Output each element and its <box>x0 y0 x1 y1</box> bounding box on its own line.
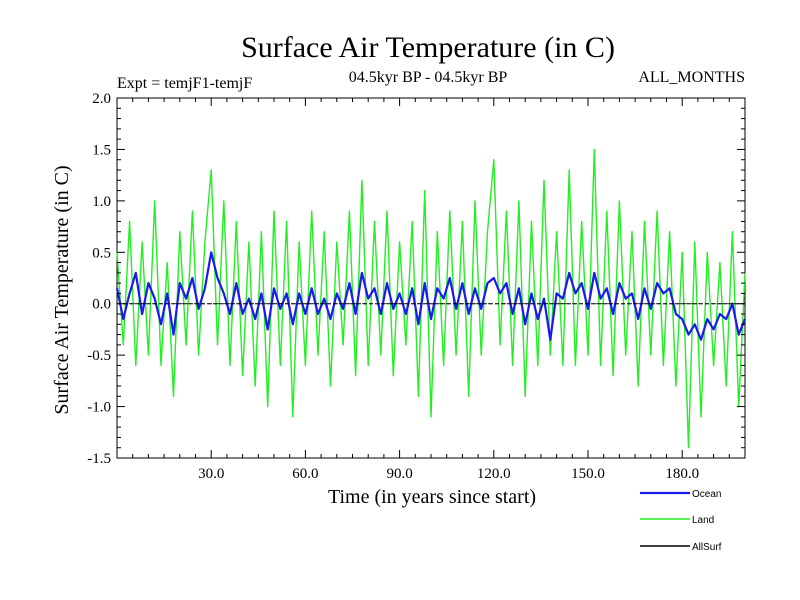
legend-label-land: Land <box>692 515 714 526</box>
legend-label-ocean: Ocean <box>692 489 721 500</box>
x-tick-label: 90.0 <box>386 466 412 482</box>
series-line-ocean <box>115 251 747 341</box>
y-tick-label: -1.5 <box>87 451 111 467</box>
y-tick-label: -1.0 <box>87 400 111 416</box>
x-tick-label: 60.0 <box>292 466 318 482</box>
x-tick-label: 180.0 <box>665 466 699 482</box>
chart-title: Surface Air Temperature (in C) <box>241 31 615 64</box>
y-tick-label: 0.5 <box>92 245 111 261</box>
chart-subtitle: 04.5kyr BP - 04.5kyr BP <box>349 69 508 86</box>
x-tick-label: 120.0 <box>477 466 511 482</box>
y-tick-label: 1.0 <box>92 194 111 210</box>
legend-label-allsurf: AllSurf <box>692 542 722 553</box>
series-line-land <box>116 148 746 449</box>
y-axis-label: Surface Air Temperature (in C) <box>51 165 73 414</box>
y-tick-label: -0.5 <box>87 348 111 364</box>
y-tick-label: 1.5 <box>92 142 111 158</box>
x-axis-label: Time (in years since start) <box>328 486 536 508</box>
x-tick-label: 150.0 <box>571 466 605 482</box>
experiment-label: Expt = temjF1-temjF <box>117 75 252 92</box>
y-tick-label: 2.0 <box>92 91 111 107</box>
x-tick-label: 30.0 <box>198 466 224 482</box>
y-tick-label: 0.0 <box>92 297 111 313</box>
months-label: ALL_MONTHS <box>638 69 745 86</box>
